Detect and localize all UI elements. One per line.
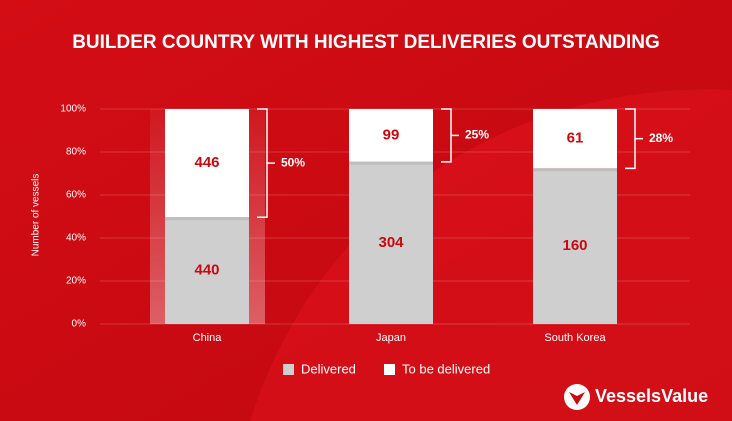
annotation: 50% — [281, 155, 305, 169]
data-label: 160 — [562, 237, 587, 254]
x-tick-label: Japan — [376, 332, 406, 344]
brand-icon-mark — [569, 392, 585, 405]
data-label: 440 — [194, 262, 219, 279]
y-tick-label: 40% — [66, 233, 86, 244]
annotation: 28% — [649, 131, 673, 145]
bar-shadow — [349, 161, 433, 165]
bar-segment — [165, 217, 249, 324]
y-tick-label: 60% — [66, 190, 86, 201]
brand-name: VesselsValue — [595, 386, 708, 406]
data-label: 446 — [194, 154, 219, 171]
bar-shadow — [165, 217, 249, 221]
x-tick-label: China — [193, 332, 223, 344]
data-label: 99 — [383, 126, 400, 143]
bar-shadow — [533, 168, 617, 172]
y-tick-label: 100% — [60, 104, 86, 115]
data-label: 61 — [567, 130, 584, 147]
x-tick-label: South Korea — [544, 332, 606, 344]
legend-swatch — [384, 364, 395, 375]
y-axis-label: Number of vessels — [31, 174, 42, 257]
bar-segment — [165, 109, 249, 218]
y-tick-label: 20% — [66, 276, 86, 287]
legend-label: To be delivered — [402, 361, 490, 376]
y-tick-label: 0% — [72, 319, 87, 330]
annotation: 25% — [465, 128, 489, 142]
chart-title: BUILDER COUNTRY WITH HIGHEST DELIVERIES … — [72, 32, 660, 53]
legend-swatch — [283, 364, 294, 375]
bar-segment — [533, 109, 617, 169]
bar-segment — [349, 161, 433, 324]
bar-segment — [349, 109, 433, 162]
bar-segment — [533, 168, 617, 324]
legend-label: Delivered — [301, 361, 356, 376]
y-tick-label: 80% — [66, 147, 86, 158]
data-label: 304 — [378, 234, 404, 251]
